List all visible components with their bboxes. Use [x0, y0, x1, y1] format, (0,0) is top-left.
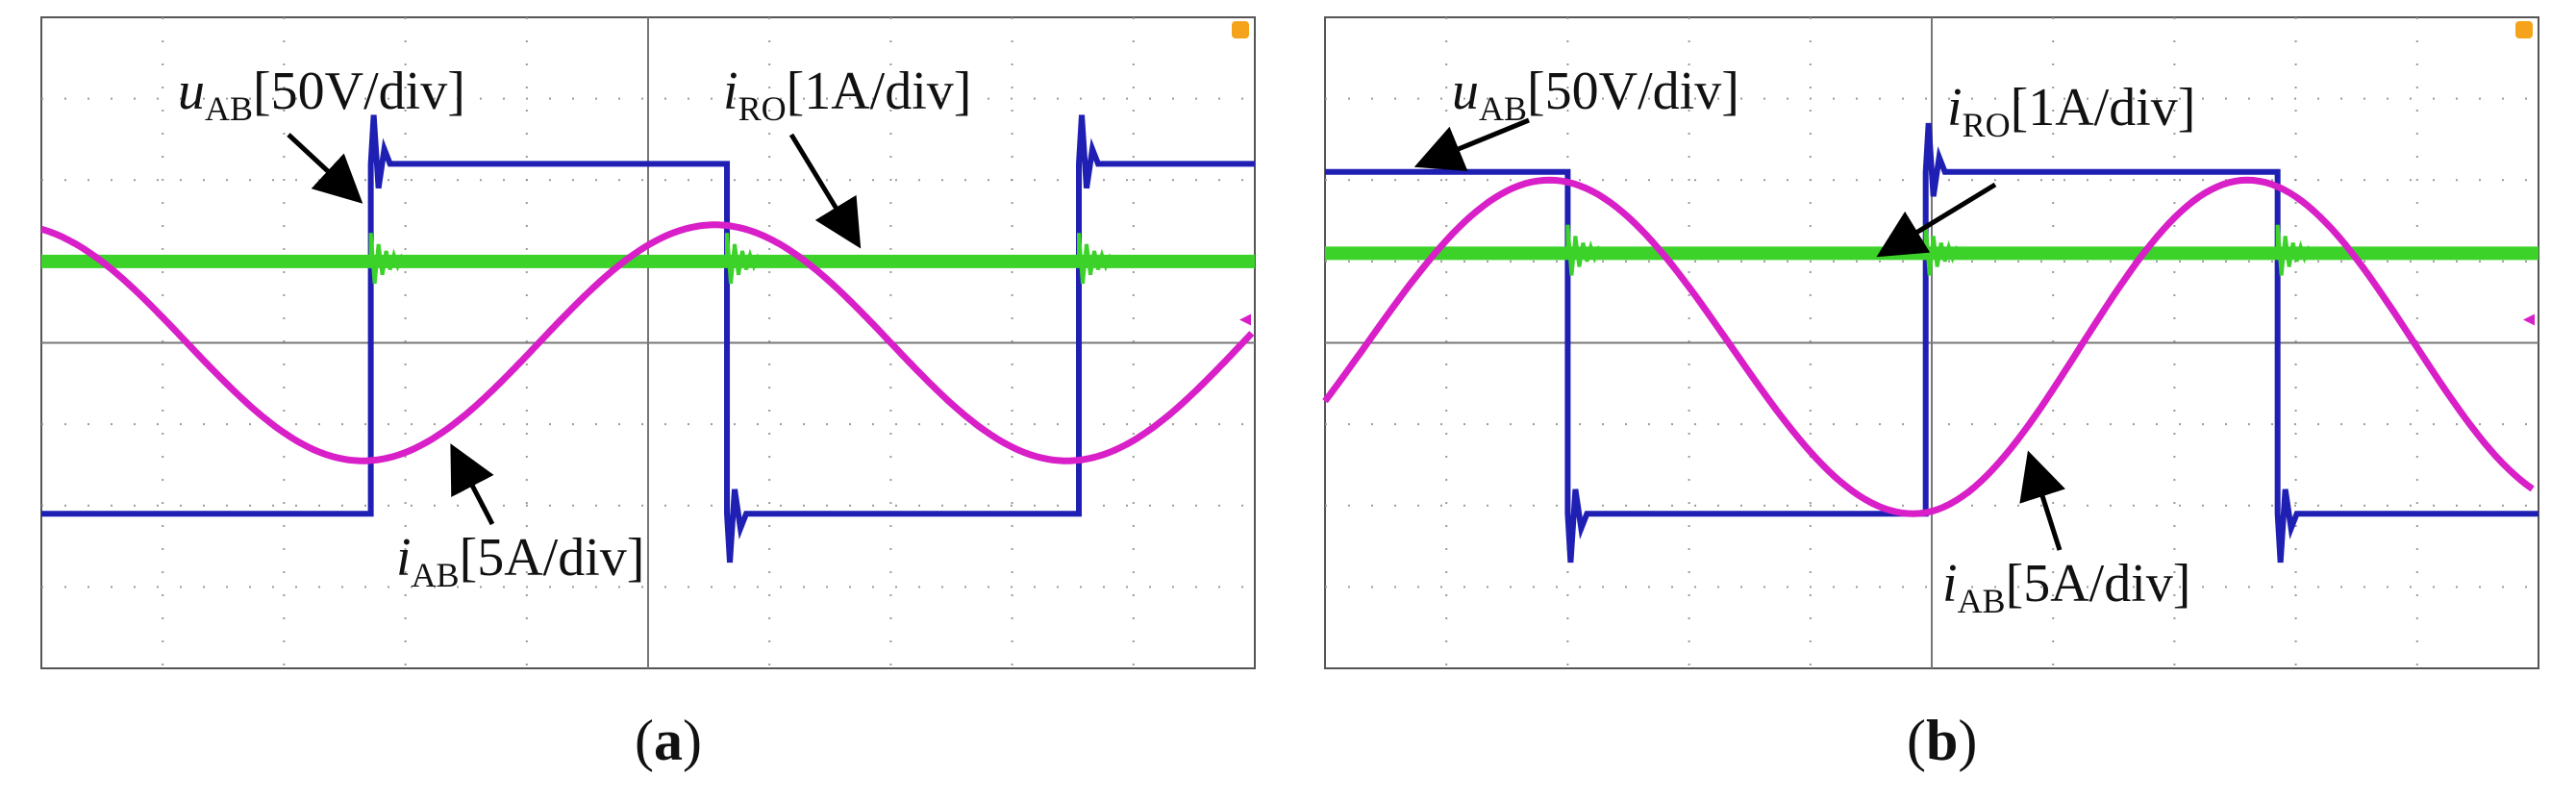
panel-b — [1322, 16, 2539, 669]
trigger-t-icon — [2515, 21, 2533, 38]
i-ro-ringing-burst — [725, 233, 771, 285]
i-ro-ringing-burst — [1923, 224, 1970, 276]
trace-i-ab — [40, 221, 1255, 464]
arrow-u-ab-a — [287, 133, 363, 204]
i-ro-ringing-burst — [2275, 224, 2322, 276]
panel-a — [40, 16, 1256, 669]
panel-b-labels: uAB[50V/div] iRO[1A/div] iAB[5A/div] (b) — [1413, 62, 2195, 772]
i-ro-ringing-burst — [368, 233, 415, 285]
channel-marker-icon — [2523, 313, 2535, 326]
label-i-ro-b: iRO[1A/div] — [1947, 78, 2195, 144]
label-i-ab-b: iAB[5A/div] — [1942, 554, 2190, 620]
label-u-ab-b: uAB[50V/div] — [1452, 62, 1739, 128]
trigger-marker — [1232, 21, 1249, 38]
label-i-ab-a: iAB[5A/div] — [396, 528, 644, 594]
trace-i-ab — [1322, 176, 2535, 517]
arrow-i-ab-b — [2019, 450, 2065, 551]
i-ro-ringing-burst — [1565, 224, 1612, 276]
channel-marker-icon — [1239, 313, 1251, 326]
arrow-i-ab-a — [450, 443, 495, 526]
panel-a-labels: uAB[50V/div] iRO[1A/div] iAB[5A/div] (a) — [178, 62, 971, 772]
arrow-i-ro-a — [788, 133, 862, 249]
trace-u-ab — [1325, 122, 2538, 564]
label-i-ro-a: iRO[1A/div] — [723, 62, 971, 128]
arrow-i-ro-b — [1876, 182, 1997, 258]
trigger-t-icon — [1232, 21, 1249, 38]
caption-a: (a) — [635, 709, 702, 772]
i-ro-ringing-burst — [1077, 233, 1123, 285]
trace-u-ab — [41, 114, 1255, 564]
label-u-ab-a: uAB[50V/div] — [178, 62, 465, 128]
arrow-u-ab-b — [1413, 117, 1530, 171]
caption-b: (b) — [1907, 709, 1977, 772]
trigger-marker — [2515, 21, 2533, 38]
